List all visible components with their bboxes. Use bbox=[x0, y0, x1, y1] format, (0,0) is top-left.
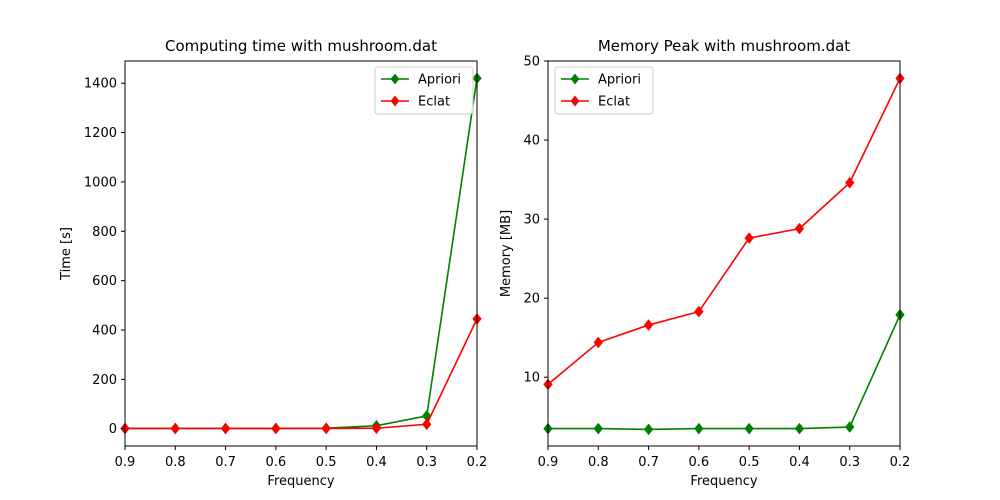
legend: Apriori Eclat bbox=[554, 66, 654, 115]
data-point-eclat bbox=[321, 422, 331, 435]
data-point-eclat bbox=[694, 305, 704, 318]
x-tick-label: 0.7 bbox=[638, 455, 659, 470]
y-tick-label: 50 bbox=[523, 55, 540, 70]
legend: Apriori Eclat bbox=[374, 66, 474, 115]
data-point-eclat bbox=[744, 232, 754, 244]
x-axis-label: Frequency bbox=[690, 474, 757, 489]
x-tick-label: 0.3 bbox=[416, 455, 437, 470]
x-tick-label: 0.8 bbox=[588, 455, 609, 470]
data-point-eclat bbox=[170, 422, 181, 435]
data-point-eclat bbox=[271, 422, 281, 435]
y-tick-label: 30 bbox=[523, 213, 540, 228]
y-axis-label: Time [s] bbox=[59, 227, 74, 281]
y-tick-label: 40 bbox=[523, 134, 540, 149]
chart-title: Memory Peak with mushroom.dat bbox=[598, 37, 850, 55]
y-tick-label: 10 bbox=[523, 371, 540, 386]
data-point-apriori bbox=[844, 421, 855, 433]
x-tick-label: 0.5 bbox=[316, 455, 337, 470]
y-tick-label: 1400 bbox=[84, 77, 117, 92]
data-point-apriori bbox=[694, 422, 704, 435]
legend-label-apriori: Apriori bbox=[598, 73, 641, 88]
chart-computing-time: Computing time with mushroom.dat 0.9 0.8 0.… bbox=[59, 37, 487, 489]
x-tick-label: 0.3 bbox=[839, 455, 860, 470]
data-point-eclat bbox=[371, 422, 382, 435]
y-tick-label: 0 bbox=[109, 422, 117, 437]
y-tick-label: 1200 bbox=[84, 126, 117, 141]
legend-label-eclat: Eclat bbox=[598, 95, 630, 110]
data-point-apriori bbox=[593, 422, 604, 435]
series-line-eclat bbox=[547, 78, 901, 385]
plot-frame bbox=[124, 60, 478, 447]
x-tick-label: 0.9 bbox=[115, 455, 136, 470]
chart-memory-peak: Memory Peak with mushroom.dat 0.9 0.8 0.7 0.… bbox=[499, 37, 910, 489]
legend-label-eclat: Eclat bbox=[418, 95, 450, 110]
legend-marker-eclat bbox=[390, 95, 400, 107]
series-line-apriori bbox=[548, 314, 901, 431]
y-tick-label: 800 bbox=[92, 225, 117, 240]
legend-marker-apriori bbox=[390, 73, 400, 85]
chart-title: Computing time with mushroom.dat bbox=[165, 37, 437, 55]
series-line-eclat bbox=[125, 318, 478, 430]
data-point-apriori bbox=[794, 422, 805, 435]
y-tick-label: 600 bbox=[92, 274, 117, 289]
data-point-apriori bbox=[744, 422, 754, 435]
legend-marker-apriori bbox=[570, 73, 580, 85]
x-tick-label: 0.8 bbox=[165, 455, 186, 470]
x-tick-label: 0.9 bbox=[538, 455, 559, 470]
y-tick-label: 1000 bbox=[84, 175, 117, 190]
data-point-eclat bbox=[844, 176, 855, 189]
data-point-apriori bbox=[643, 423, 654, 436]
x-tick-label: 0.2 bbox=[890, 455, 911, 470]
x-tick-label: 0.5 bbox=[739, 455, 760, 470]
series-group bbox=[543, 72, 905, 436]
series-group bbox=[120, 72, 482, 435]
legend-marker-eclat bbox=[570, 95, 580, 107]
y-tick-label: 400 bbox=[92, 324, 117, 339]
data-point-eclat bbox=[643, 319, 654, 331]
x-tick-label: 0.6 bbox=[266, 455, 287, 470]
x-axis-label: Frequency bbox=[267, 474, 334, 489]
y-tick-label: 20 bbox=[523, 292, 540, 307]
x-tick-label: 0.4 bbox=[789, 455, 810, 470]
y-tick-label: 200 bbox=[92, 373, 117, 388]
data-point-eclat bbox=[220, 422, 231, 435]
y-axis-label: Memory [MB] bbox=[499, 210, 514, 297]
x-tick-label: 0.6 bbox=[689, 455, 710, 470]
plot-frame bbox=[547, 60, 901, 447]
x-tick-label: 0.4 bbox=[366, 455, 387, 470]
data-point-eclat bbox=[794, 222, 805, 235]
legend-label-apriori: Apriori bbox=[418, 73, 461, 88]
x-tick-label: 0.2 bbox=[467, 455, 488, 470]
data-point-eclat bbox=[593, 336, 604, 349]
series-line-apriori bbox=[125, 78, 478, 430]
data-point-eclat bbox=[421, 418, 432, 431]
x-tick-label: 0.7 bbox=[215, 455, 236, 470]
